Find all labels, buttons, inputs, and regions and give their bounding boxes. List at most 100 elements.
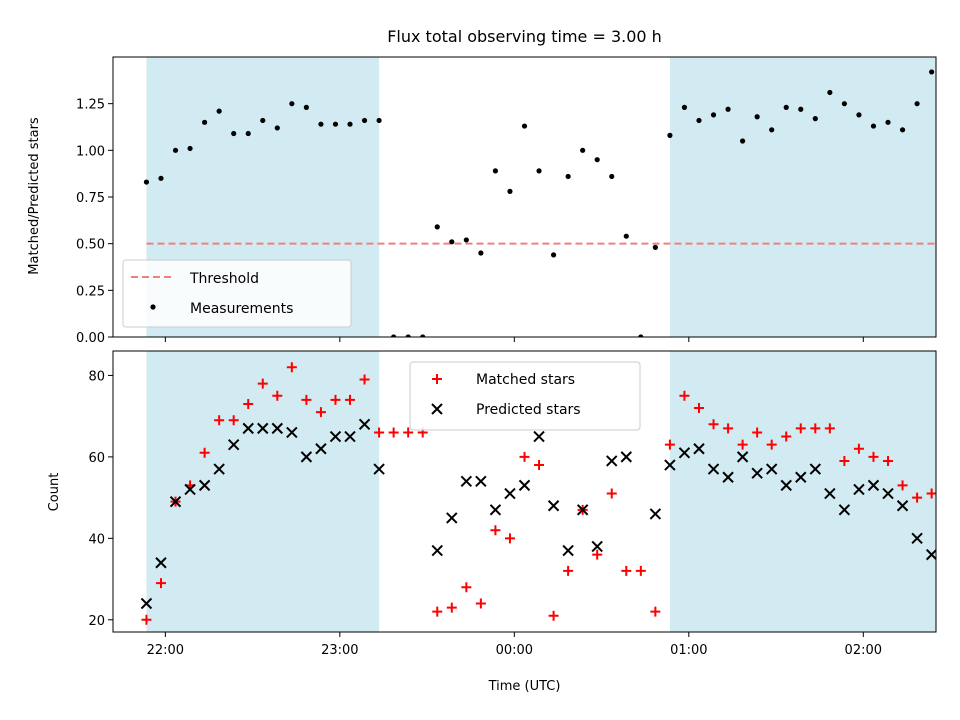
predicted-stars-point: [446, 512, 458, 524]
top-y-tick-label: 1.00: [76, 144, 105, 159]
bottom-plot-area: [140, 351, 936, 632]
predicted-stars-point: [373, 463, 385, 475]
legend-measurements-label: Measurements: [190, 301, 293, 317]
measurement-point: [652, 244, 658, 250]
measurement-point: [565, 173, 571, 180]
measurement-point: [187, 145, 193, 152]
measurement-point: [870, 123, 877, 129]
predicted-stars-point: [547, 500, 560, 512]
measurement-point: [885, 119, 891, 125]
predicted-stars-point: [780, 479, 792, 492]
predicted-stars-point: [257, 422, 269, 435]
predicted-stars-point: [765, 463, 778, 475]
top-y-tick-label: 0.50: [76, 238, 105, 253]
measurement-point: [172, 147, 179, 153]
legend-matched-swatch: [432, 374, 442, 384]
measurement-point: [245, 130, 251, 137]
bottom-panel: 20 40 60 80 22:00 23:00 00:00 01:00 02:00 Matched…: [88, 350, 937, 658]
matched-stars-point: [839, 455, 850, 466]
matched-stars-point: [737, 439, 748, 450]
measurement-point: [899, 127, 906, 133]
matched-stars-point: [781, 431, 792, 442]
predicted-stars-point: [184, 483, 196, 496]
matched-stars-point: [475, 598, 486, 609]
measurement-point: [361, 117, 368, 124]
predicted-stars-point: [227, 438, 240, 451]
bottom-y-tick-label: 80: [88, 369, 105, 384]
measurement-point: [507, 188, 513, 194]
measurement-point: [609, 173, 615, 180]
matched-stars-point: [490, 525, 501, 536]
measurement-point: [696, 117, 702, 124]
matched-stars-point: [519, 451, 530, 462]
measurement-point: [798, 106, 804, 112]
predicted-stars-point: [809, 463, 822, 475]
matched-stars-point: [141, 614, 152, 625]
predicted-stars-point: [795, 471, 807, 483]
x-tick-label: 01:00: [670, 643, 707, 658]
legend-threshold-label: Threshold: [189, 271, 259, 287]
predicted-stars-point: [213, 463, 225, 475]
matched-stars-point: [548, 610, 559, 621]
bottom-y-tick-label: 40: [88, 532, 105, 547]
x-tick-label: 02:00: [845, 643, 882, 658]
measurement-point: [216, 108, 222, 114]
measurement-point: [667, 132, 673, 138]
matched-stars-point: [650, 606, 661, 617]
measurement-point: [303, 104, 309, 110]
predicted-stars-point: [518, 479, 531, 492]
predicted-stars-point: [576, 504, 589, 516]
matched-stars-point: [693, 403, 704, 414]
matched-stars-point: [155, 578, 166, 589]
x-axis-label: Time (UTC): [488, 679, 561, 694]
measurement-point: [202, 119, 208, 125]
measurement-point: [391, 334, 397, 337]
measurement-point: [827, 89, 833, 96]
measurement-point: [856, 112, 862, 118]
top-series-1: [143, 69, 935, 337]
predicted-stars-point: [562, 544, 574, 557]
predicted-stars-point: [707, 463, 720, 475]
matched-stars-point: [810, 423, 821, 434]
matched-stars-point: [883, 455, 894, 466]
matched-stars-point: [228, 415, 239, 426]
predicted-stars-point: [722, 471, 734, 483]
top-observing-window-2: [669, 57, 936, 337]
matched-stars-point: [868, 451, 879, 462]
top-panel: 0.00 0.25 0.50 0.75 1.00 1.25 Threshold Measure…: [76, 56, 937, 346]
matched-stars-point: [330, 394, 341, 405]
measurement-point: [405, 334, 411, 337]
matched-stars-point: [315, 407, 326, 418]
matched-stars-point: [301, 394, 312, 405]
predicted-stars-point: [606, 455, 618, 467]
matched-stars-point: [824, 423, 835, 434]
predicted-stars-point: [620, 451, 632, 463]
predicted-stars-point: [678, 447, 691, 459]
bottom-series-2: [140, 418, 936, 610]
matched-stars-point: [534, 460, 545, 471]
matched-stars-point: [723, 423, 734, 434]
measurement-point: [143, 179, 150, 185]
measurement-point: [740, 138, 746, 144]
x-tick-label: 23:00: [321, 643, 358, 658]
predicted-stars-point: [853, 483, 865, 496]
measurement-point: [420, 334, 426, 337]
matched-stars-point: [592, 549, 603, 560]
predicted-stars-point: [344, 430, 356, 443]
matched-stars-point: [795, 423, 806, 434]
matched-stars-point: [766, 439, 777, 450]
matched-stars-point: [708, 419, 719, 430]
predicted-stars-point: [751, 467, 763, 479]
predicted-stars-point: [591, 540, 603, 553]
measurement-point: [521, 123, 528, 129]
measurement-point: [318, 121, 324, 127]
predicted-stars-point: [489, 504, 502, 516]
predicted-stars-point: [838, 504, 851, 516]
predicted-stars-point: [824, 487, 836, 500]
measurement-point: [550, 252, 557, 258]
matched-stars-point: [926, 488, 936, 499]
bottom-y-tick-label: 60: [88, 451, 105, 466]
measurement-point: [536, 168, 542, 174]
predicted-stars-point: [475, 475, 487, 488]
